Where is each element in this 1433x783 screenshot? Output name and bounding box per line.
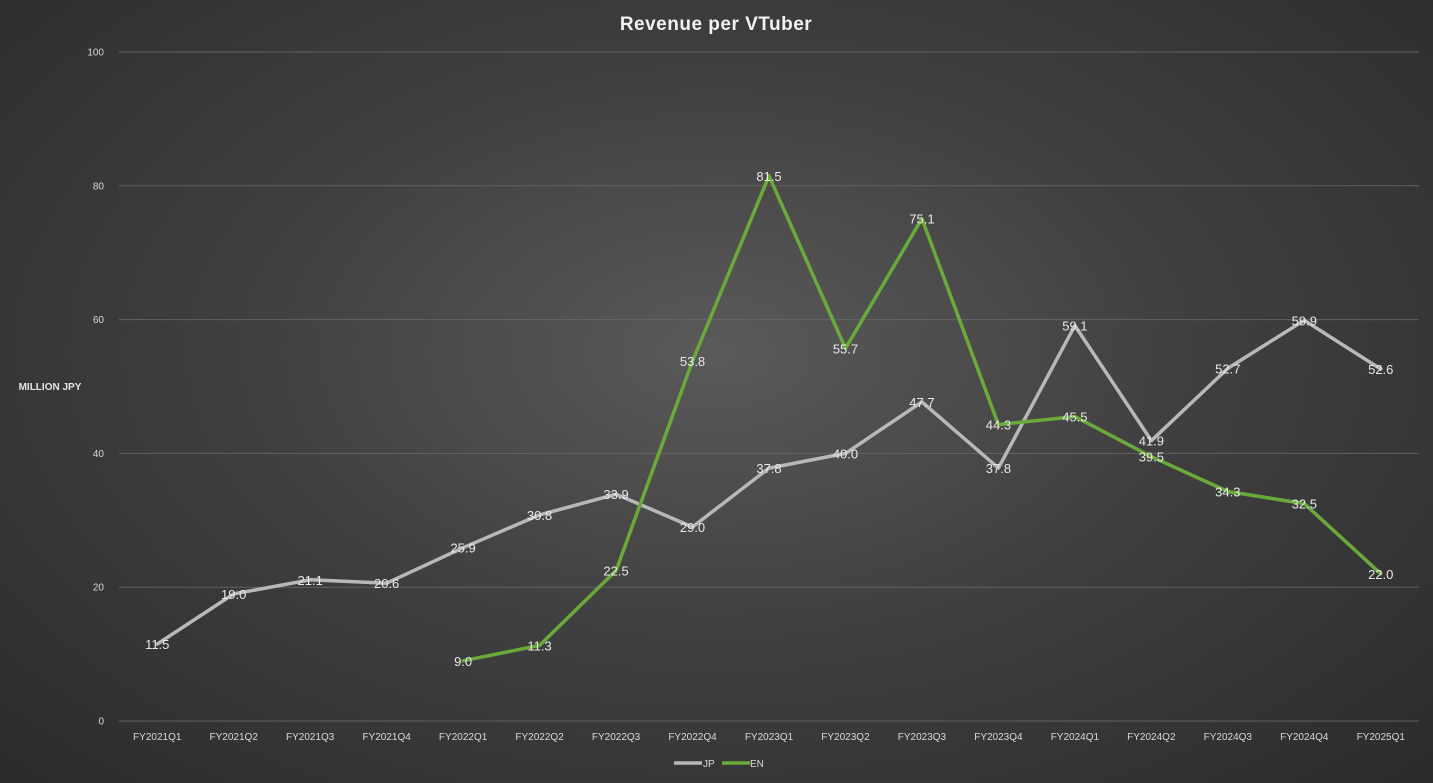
y-axis-label: MILLION JPY <box>19 382 82 393</box>
data-label-jp: 21.1 <box>298 573 323 588</box>
x-tick-label: FY2024Q1 <box>1051 732 1100 743</box>
data-label-jp: 33.9 <box>603 487 628 502</box>
legend-label-en: EN <box>750 759 764 770</box>
data-label-jp: 40.0 <box>833 446 858 461</box>
data-label-jp: 25.9 <box>450 541 475 556</box>
data-labels: 11.5 19.0 21.1 20.6 25.9 30.8 33.9 29.0 37.8 40.0… <box>145 169 1393 669</box>
data-label-en: 55.7 <box>833 341 858 356</box>
x-tick-label: FY2024Q4 <box>1280 732 1329 743</box>
data-label-jp: 20.6 <box>374 576 399 591</box>
data-label-en: 34.3 <box>1215 485 1240 500</box>
x-tick-label: FY2023Q3 <box>898 732 947 743</box>
data-label-en: 22.5 <box>603 563 628 578</box>
y-tick-label: 20 <box>93 583 105 594</box>
data-label-en: 81.5 <box>756 169 781 184</box>
x-tick-label: FY2021Q2 <box>210 732 259 743</box>
data-label-jp: 37.8 <box>756 461 781 476</box>
data-label-en: 9.0 <box>454 654 472 669</box>
x-tick-label: FY2024Q3 <box>1204 732 1253 743</box>
x-axis-ticks: FY2021Q1 FY2021Q2 FY2021Q3 FY2021Q4 FY2022Q1… <box>133 732 1405 743</box>
data-label-jp: 47.7 <box>909 395 934 410</box>
data-label-jp: 19.0 <box>221 587 246 602</box>
data-label-jp: 59.1 <box>1062 319 1087 334</box>
x-tick-label: FY2023Q2 <box>821 732 870 743</box>
x-tick-label: FY2022Q2 <box>515 732 564 743</box>
y-axis-ticks: 0 20 40 60 80 100 <box>87 48 104 728</box>
data-label-jp: 52.7 <box>1215 361 1240 376</box>
series-line-en <box>461 174 1383 663</box>
series-lines <box>155 174 1383 663</box>
data-label-en: 39.5 <box>1139 450 1164 465</box>
data-label-jp: 29.0 <box>680 520 705 535</box>
data-label-jp: 37.8 <box>986 461 1011 476</box>
y-tick-label: 40 <box>93 449 105 460</box>
data-label-en: 22.0 <box>1368 567 1393 582</box>
x-tick-label: FY2022Q3 <box>592 732 641 743</box>
data-label-en: 45.5 <box>1062 410 1087 425</box>
data-label-en: 44.3 <box>986 418 1011 433</box>
x-tick-label: FY2022Q1 <box>439 732 488 743</box>
data-label-jp: 52.6 <box>1368 362 1393 377</box>
x-tick-label: FY2021Q1 <box>133 732 182 743</box>
data-label-en: 32.5 <box>1292 497 1317 512</box>
y-tick-label: 100 <box>87 48 104 59</box>
y-tick-label: 80 <box>93 181 105 192</box>
data-label-jp: 11.5 <box>145 637 169 652</box>
legend-label-jp: JP <box>703 759 715 770</box>
x-tick-label: FY2021Q4 <box>362 732 411 743</box>
chart-title: Revenue per VTuber <box>620 14 812 35</box>
data-label-jp: 30.8 <box>527 508 552 523</box>
x-tick-label: FY2021Q3 <box>286 732 335 743</box>
data-label-en: 53.8 <box>680 354 705 369</box>
gridlines <box>119 51 1419 722</box>
y-tick-label: 60 <box>93 315 105 326</box>
x-tick-label: FY2024Q2 <box>1127 732 1176 743</box>
data-label-jp: 41.9 <box>1139 434 1164 449</box>
x-tick-label: FY2023Q4 <box>974 732 1023 743</box>
data-label-en: 75.1 <box>909 212 934 227</box>
series-line-jp <box>155 318 1383 646</box>
x-tick-label: FY2022Q4 <box>668 732 717 743</box>
x-tick-label: FY2025Q1 <box>1357 732 1406 743</box>
legend: JP EN <box>674 759 764 770</box>
data-label-jp: 59.9 <box>1292 313 1317 328</box>
y-tick-label: 0 <box>98 717 104 728</box>
x-tick-label: FY2023Q1 <box>745 732 794 743</box>
data-label-en: 11.3 <box>527 638 551 653</box>
